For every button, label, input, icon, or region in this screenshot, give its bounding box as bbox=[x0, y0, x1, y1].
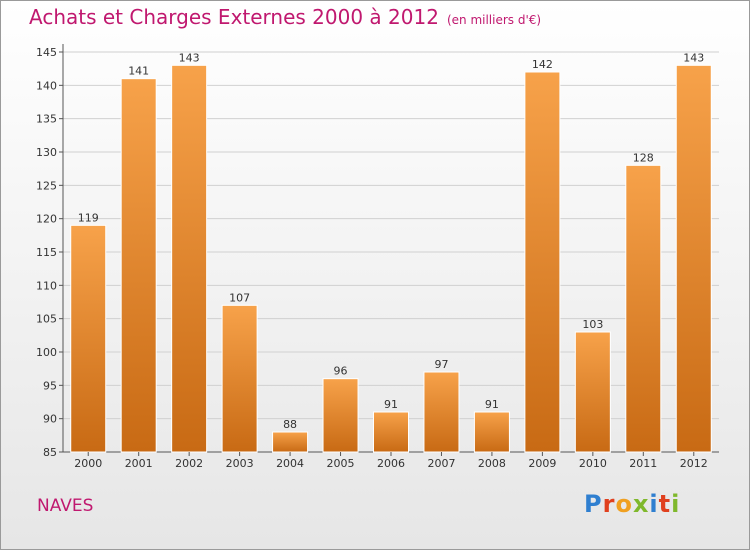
y-tick-label: 90 bbox=[43, 413, 57, 426]
logo-letter: t bbox=[658, 490, 672, 518]
bar-value-label: 119 bbox=[78, 211, 99, 224]
bar bbox=[272, 431, 309, 453]
bar-value-label: 97 bbox=[434, 358, 448, 371]
logo-letter: r bbox=[602, 490, 616, 518]
bar-value-label: 91 bbox=[485, 398, 499, 411]
bar-value-label: 107 bbox=[229, 291, 250, 304]
logo-letter: i bbox=[671, 490, 681, 518]
bar bbox=[221, 304, 258, 453]
bar-value-label: 142 bbox=[532, 58, 553, 71]
y-tick-label: 120 bbox=[36, 213, 57, 226]
bar bbox=[373, 411, 409, 453]
y-tick-label: 85 bbox=[43, 446, 57, 459]
y-tick-label: 110 bbox=[36, 279, 57, 292]
bar-value-label: 96 bbox=[334, 365, 348, 378]
logo-letter: x bbox=[632, 490, 650, 518]
bar-value-label: 88 bbox=[283, 418, 297, 431]
x-tick-label: 2006 bbox=[377, 457, 405, 470]
x-tick-label: 2002 bbox=[175, 457, 203, 470]
y-tick-label: 105 bbox=[36, 313, 57, 326]
x-tick-label: 2001 bbox=[125, 457, 153, 470]
logo-letter: i bbox=[649, 490, 659, 518]
logo-letter: P bbox=[584, 490, 603, 518]
y-tick-label: 100 bbox=[36, 346, 57, 359]
bar bbox=[473, 411, 510, 453]
bar-value-label: 128 bbox=[633, 151, 654, 164]
x-tick-label: 2000 bbox=[74, 457, 102, 470]
y-tick-label: 115 bbox=[36, 246, 57, 259]
bar-value-label: 91 bbox=[384, 398, 398, 411]
bar bbox=[574, 331, 611, 453]
bar bbox=[120, 78, 157, 453]
y-tick-label: 135 bbox=[36, 113, 57, 126]
y-tick-label: 125 bbox=[36, 179, 57, 192]
bar bbox=[675, 64, 712, 453]
x-tick-label: 2008 bbox=[478, 457, 506, 470]
bar bbox=[322, 378, 359, 453]
bar bbox=[171, 64, 208, 453]
x-tick-label: 2012 bbox=[680, 457, 708, 470]
bar bbox=[625, 164, 662, 453]
x-tick-label: 2005 bbox=[327, 457, 355, 470]
x-tick-label: 2011 bbox=[629, 457, 657, 470]
bar-value-label: 141 bbox=[128, 65, 149, 78]
x-tick-label: 2007 bbox=[427, 457, 455, 470]
x-tick-label: 2003 bbox=[226, 457, 254, 470]
bar bbox=[70, 224, 107, 453]
chart-unit: (en milliers d'€) bbox=[446, 13, 542, 27]
logo-letter: o bbox=[615, 490, 633, 518]
x-tick-label: 2004 bbox=[276, 457, 304, 470]
y-tick-label: 130 bbox=[36, 146, 57, 159]
entity-name: NAVES bbox=[37, 496, 94, 516]
bar-value-label: 103 bbox=[582, 318, 603, 331]
bar-value-label: 143 bbox=[179, 51, 200, 64]
chart-title: Achats et Charges Externes 2000 à 2012 (e… bbox=[29, 5, 541, 29]
y-tick-label: 140 bbox=[36, 79, 57, 92]
bar bbox=[423, 371, 460, 453]
x-tick-label: 2010 bbox=[579, 457, 607, 470]
y-tick-label: 145 bbox=[36, 46, 57, 59]
chart-title-text: Achats et Charges Externes 2000 à 2012 bbox=[29, 5, 439, 29]
bar-value-label: 143 bbox=[683, 51, 704, 64]
bar bbox=[524, 71, 561, 453]
y-tick-label: 95 bbox=[43, 379, 57, 392]
x-tick-label: 2009 bbox=[528, 457, 556, 470]
